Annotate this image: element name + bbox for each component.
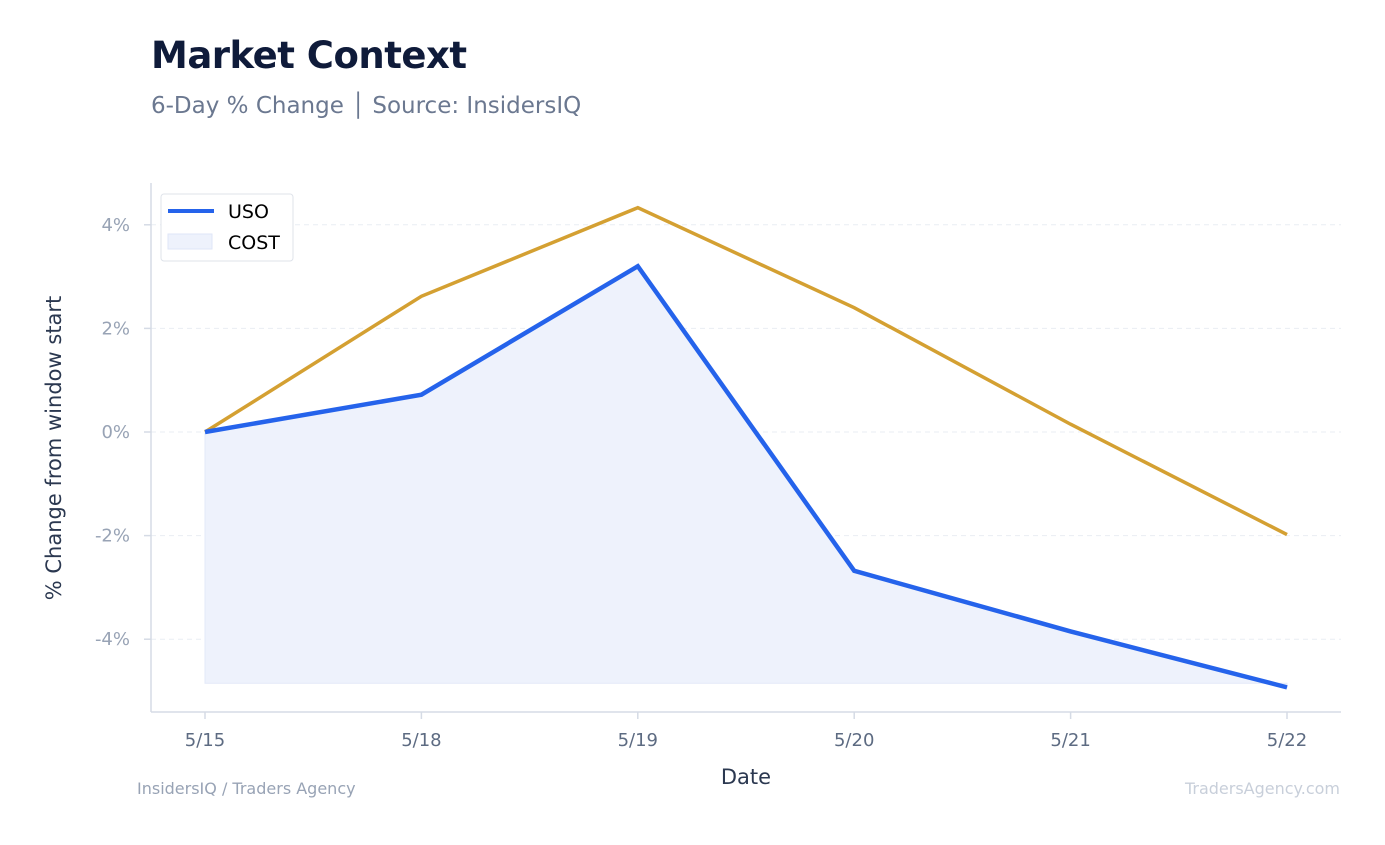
y-axis-title: % Change from window start (42, 296, 66, 601)
chart-title: Market Context (151, 34, 467, 77)
legend-label-cost: COST (228, 232, 280, 254)
y-tick-label: 2% (101, 318, 130, 339)
x-tick-label: 5/19 (618, 730, 658, 751)
footer-credit: InsidersIQ / Traders Agency (137, 779, 356, 798)
legend: USO COST (160, 193, 294, 262)
x-tick-label: 5/21 (1050, 730, 1090, 751)
x-ticks: 5/15 5/18 5/19 5/20 5/21 5/22 (185, 712, 1307, 751)
x-axis-title: Date (721, 765, 771, 789)
footer-website: TradersAgency.com (1184, 779, 1340, 798)
x-tick-label: 5/18 (401, 730, 441, 751)
series-line-uso (204, 263, 1288, 690)
y-tick-label: 4% (101, 215, 130, 236)
x-tick-label: 5/20 (834, 730, 874, 751)
x-tick-label: 5/22 (1267, 730, 1307, 751)
x-tick-label: 5/15 (185, 730, 225, 751)
series-line-cost (204, 205, 1288, 537)
series-lines (204, 205, 1288, 690)
y-tick-label: 0% (101, 422, 130, 443)
legend-marker-cost (167, 233, 213, 250)
y-tick-label: -4% (95, 629, 130, 650)
chart-subtitle: 6-Day % Change │ Source: InsidersIQ (151, 93, 582, 119)
y-tick-label: -2% (95, 526, 130, 547)
axes (150, 183, 1341, 713)
y-ticks: 4% 2% 0% -2% -4% (95, 215, 151, 650)
legend-label-uso: USO (228, 201, 269, 223)
